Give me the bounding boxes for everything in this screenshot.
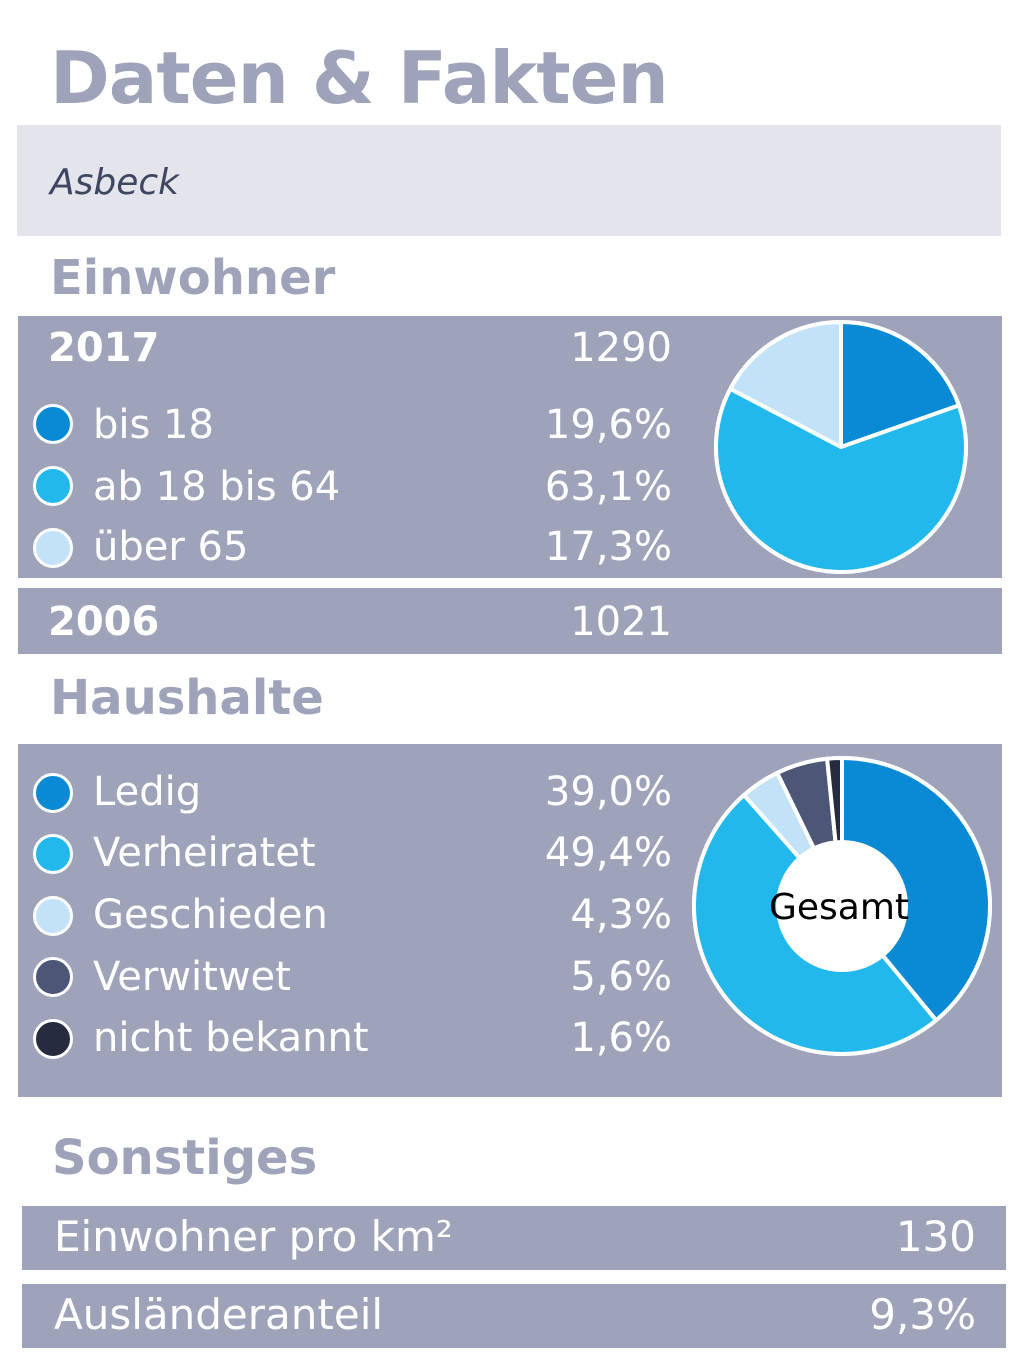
legend-value-bis-18: 19,6%	[544, 402, 672, 448]
year-2017: 2017	[48, 325, 160, 371]
legend-dot-ueber-65	[33, 528, 73, 568]
year-2006: 2006	[48, 599, 160, 645]
legend-value-nicht-bekannt: 1,6%	[570, 1015, 672, 1061]
legend-label-nicht-bekannt: nicht bekannt	[93, 1015, 369, 1061]
legend-dot-verwitwet	[33, 957, 73, 997]
legend-value-18-64: 63,1%	[544, 464, 672, 510]
einwohner-pie-chart	[714, 320, 968, 574]
legend-dot-geschieden	[33, 896, 73, 936]
total-2006: 1021	[570, 599, 672, 645]
place-name: Asbeck	[50, 162, 180, 203]
legend-value-geschieden: 4,3%	[570, 892, 672, 938]
density-label: Einwohner pro km²	[54, 1212, 453, 1261]
pie-slice-ab-18-bis-64	[714, 386, 968, 574]
foreigner-share-value: 9,3%	[869, 1290, 976, 1339]
pie-slice-über-65	[728, 320, 843, 449]
haushalte-donut-chart: Gesamt	[692, 756, 992, 1056]
legend-label-bis-18: bis 18	[93, 402, 214, 448]
legend-value-ueber-65: 17,3%	[544, 524, 672, 570]
place-bar	[17, 125, 1001, 236]
einwohner-heading: Einwohner	[50, 250, 336, 306]
legend-dot-verheiratet	[33, 834, 73, 874]
haushalte-heading: Haushalte	[50, 670, 324, 726]
density-row	[22, 1206, 1006, 1270]
sonstiges-heading: Sonstiges	[52, 1130, 318, 1186]
legend-value-verheiratet: 49,4%	[544, 830, 672, 876]
legend-label-verwitwet: Verwitwet	[93, 954, 291, 1000]
einwohner-2006-bar	[18, 588, 1002, 654]
legend-label-ueber-65: über 65	[93, 524, 249, 570]
legend-dot-18-64	[33, 466, 73, 506]
donut-center-label: Gesamt	[769, 887, 909, 928]
donut-hole	[776, 840, 908, 972]
page-title: Daten & Fakten	[50, 36, 669, 120]
legend-dot-ledig	[33, 773, 73, 813]
legend-dot-nicht-bekannt	[33, 1019, 73, 1059]
density-value: 130	[895, 1212, 976, 1261]
legend-label-geschieden: Geschieden	[93, 892, 328, 938]
legend-value-verwitwet: 5,6%	[570, 954, 672, 1000]
legend-value-ledig: 39,0%	[544, 769, 672, 815]
legend-dot-bis-18	[33, 404, 73, 444]
legend-label-verheiratet: Verheiratet	[93, 830, 316, 876]
legend-label-18-64: ab 18 bis 64	[93, 464, 341, 510]
total-2017: 1290	[570, 325, 672, 371]
legend-label-ledig: Ledig	[93, 769, 202, 815]
pie-slice-ledig	[840, 756, 992, 1023]
foreigner-share-row	[22, 1284, 1006, 1348]
foreigner-share-label: Ausländeranteil	[54, 1290, 384, 1339]
